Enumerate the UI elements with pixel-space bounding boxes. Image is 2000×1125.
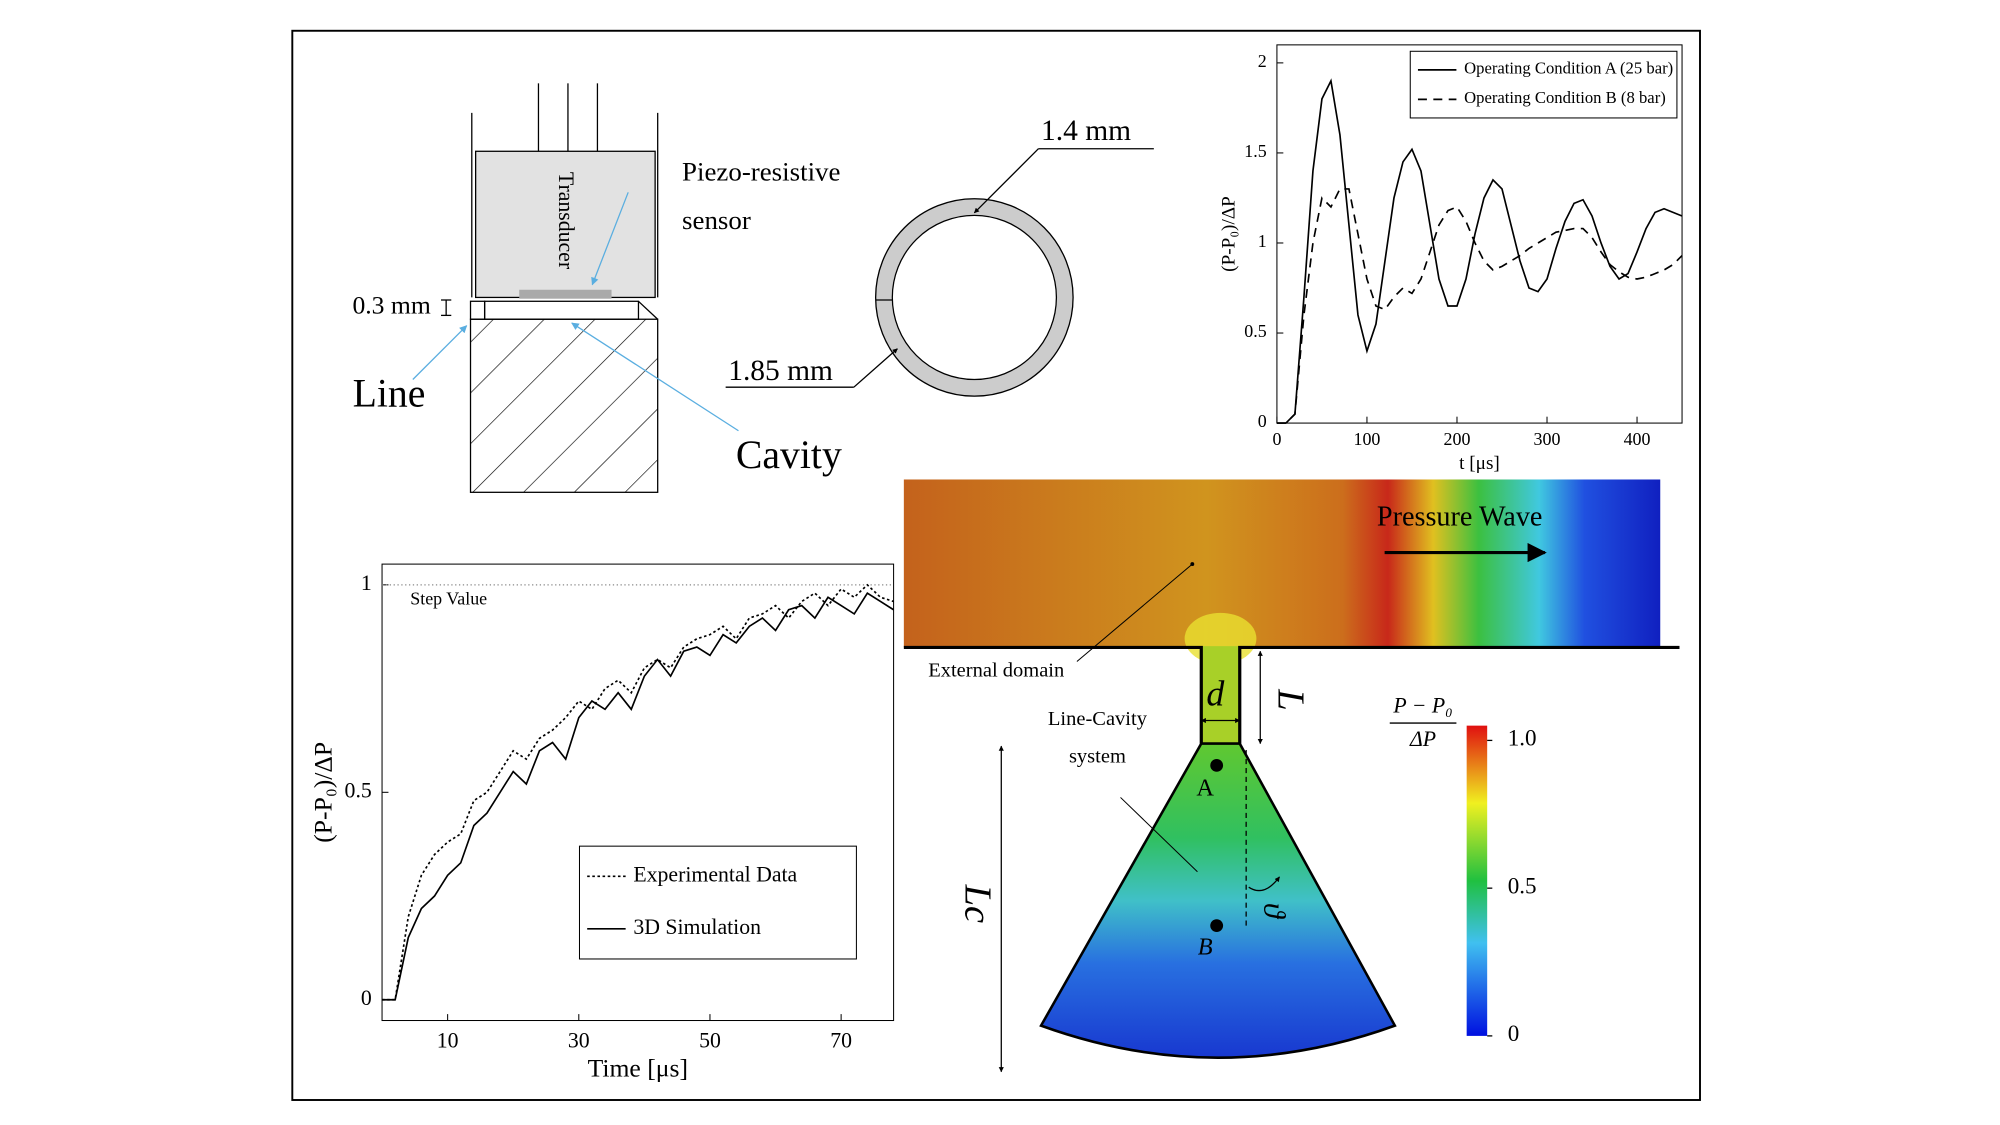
- colorbar-tick-label: 0: [1508, 1020, 1520, 1046]
- y-tick-label: 0: [361, 986, 372, 1010]
- sensor-label: Piezo-resistive: [682, 157, 840, 187]
- system-label: system: [1069, 745, 1126, 767]
- frame: [291, 29, 1701, 1101]
- x-axis-label: t [μs]: [1459, 453, 1500, 474]
- x-tick-label: 100: [1353, 429, 1380, 449]
- L-label: L: [1269, 688, 1311, 710]
- d-label: d: [1206, 674, 1225, 714]
- line-label: Line: [353, 372, 426, 416]
- Lc-label: Lc: [957, 884, 999, 923]
- x-tick-label: 0: [1272, 429, 1281, 449]
- external-label: External domain: [928, 659, 1064, 681]
- point-label: A: [1196, 774, 1214, 801]
- point-label: B: [1198, 933, 1213, 960]
- y-tick-label: 1: [1258, 231, 1267, 251]
- colorbar-tick-label: 0.5: [1508, 872, 1537, 898]
- y-tick-label: 0.5: [345, 778, 372, 802]
- series-line: [382, 583, 894, 1001]
- sensor-label: sensor: [682, 205, 751, 235]
- series-line: [1276, 188, 1683, 424]
- wave-label: Pressure Wave: [1377, 502, 1543, 533]
- y-tick-label: 1.5: [1244, 141, 1266, 161]
- inner-diameter: 1.4 mm: [1041, 115, 1131, 147]
- contour: [903, 479, 1680, 1073]
- legend: [1409, 50, 1678, 119]
- tube-section: [725, 148, 1154, 397]
- legend-label: Experimental Data: [633, 862, 797, 886]
- y-axis-label: (P-P₀)/ΔP: [1219, 196, 1240, 272]
- y-tick-label: 2: [1258, 51, 1267, 71]
- colorbar-tick-label: 1.0: [1508, 725, 1537, 751]
- transducer-label: Transducer: [554, 172, 578, 270]
- legend-label: Operating Condition A (25 bar): [1464, 59, 1673, 78]
- outer-diameter: 1.85 mm: [728, 355, 833, 387]
- x-tick-label: 400: [1624, 429, 1651, 449]
- y-tick-label: 1: [361, 571, 372, 595]
- x-tick-label: 300: [1534, 429, 1561, 449]
- y-axis-label: (P-P₀)/ΔP: [308, 742, 337, 843]
- theta-label: ϑ: [1258, 903, 1292, 920]
- cavity-label: Cavity: [736, 433, 842, 477]
- legend-label: 3D Simulation: [633, 915, 761, 939]
- gap-label: 0.3 mm: [352, 291, 430, 320]
- y-tick-label: 0: [1258, 411, 1267, 431]
- series-line: [1276, 78, 1683, 424]
- y-tick-label: 0.5: [1244, 321, 1266, 341]
- x-tick-label: 50: [699, 1028, 721, 1052]
- transducer-drawing: [412, 83, 739, 493]
- system-label: Line-Cavity: [1048, 708, 1148, 730]
- x-tick-label: 10: [437, 1028, 459, 1052]
- colorbar-title: P − P₀: [1392, 694, 1452, 718]
- annotation: Step Value: [410, 588, 487, 608]
- legend-label: Operating Condition B (8 bar): [1464, 88, 1666, 107]
- legend: [578, 845, 857, 960]
- colorbar-title: ΔP: [1409, 727, 1436, 751]
- series-line: [382, 591, 895, 1001]
- colorbar: [1466, 725, 1488, 1036]
- x-tick-label: 200: [1444, 429, 1471, 449]
- x-axis-label: Time [μs]: [588, 1054, 688, 1083]
- x-tick-label: 70: [830, 1028, 852, 1052]
- x-tick-label: 30: [568, 1028, 590, 1052]
